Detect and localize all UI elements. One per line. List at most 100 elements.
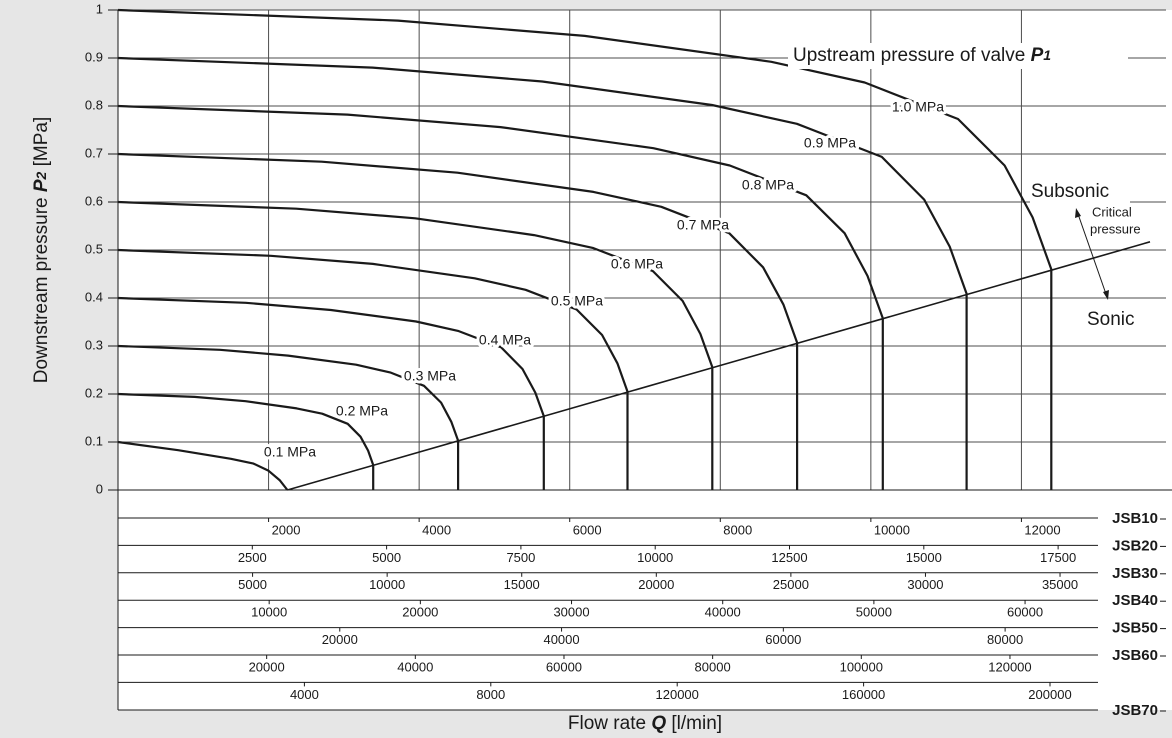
subsonic-label: Subsonic bbox=[1031, 181, 1109, 202]
y-tick-label: 0.5 bbox=[85, 241, 103, 256]
x-tick-label: 120000 bbox=[988, 659, 1031, 674]
x-tick-label: 10000 bbox=[369, 577, 405, 592]
x-tick-label: 40000 bbox=[705, 605, 741, 620]
curve-label: 0.2 MPa bbox=[336, 403, 388, 419]
x-axis-title: Flow rate Q [l/min] bbox=[568, 713, 722, 734]
x-axis-title-text: Flow rate bbox=[568, 713, 646, 734]
x-tick-label: 20000 bbox=[322, 632, 358, 647]
x-tick-label: 8000 bbox=[476, 687, 505, 702]
curve-label: 0.1 MPa bbox=[264, 444, 316, 460]
y-tick-label: 0 bbox=[96, 481, 103, 496]
upstream-subscript: 1 bbox=[1043, 47, 1051, 63]
labels: 0 0.1 0.2 0.3 0.4 0.5 0.6 0.7 0.8 0.9 1 JSB10 2000 40… bbox=[85, 1, 1158, 719]
y-axis-title: Downstream pressure P2 [MPa] bbox=[31, 117, 52, 384]
pressure-curve bbox=[117, 104, 884, 490]
x-tick-label: 6000 bbox=[573, 522, 602, 537]
x-tick-label: 15000 bbox=[906, 550, 942, 565]
x-tick-label: 10000 bbox=[637, 550, 673, 565]
x-tick-label: 4000 bbox=[422, 522, 451, 537]
x-tick-label: 5000 bbox=[372, 550, 401, 565]
critical-label-line2: pressure bbox=[1090, 221, 1141, 236]
x-tick-label: 15000 bbox=[504, 577, 540, 592]
sonic-label: Sonic bbox=[1087, 309, 1135, 330]
x-tick-label: 40000 bbox=[543, 632, 579, 647]
scale-name: JSB30 bbox=[1112, 565, 1158, 582]
pressure-curve bbox=[117, 344, 460, 490]
x-tick-label: 2000 bbox=[272, 522, 301, 537]
y-tick-label: 0.2 bbox=[85, 385, 103, 400]
pressure-curve bbox=[117, 248, 629, 490]
pressure-curve bbox=[117, 440, 289, 491]
upstream-label: Upstream pressure of valve P1 bbox=[793, 45, 1051, 66]
critical-label-line1: Critical bbox=[1092, 204, 1132, 219]
x-tick-label: 8000 bbox=[723, 522, 752, 537]
x-tick-label: 40000 bbox=[397, 659, 433, 674]
x-tick-label: 17500 bbox=[1040, 550, 1076, 565]
x-tick-label: 60000 bbox=[546, 659, 582, 674]
scale-name: JSB10 bbox=[1112, 510, 1158, 527]
x-tick-label: 80000 bbox=[987, 632, 1023, 647]
y-axis-symbol: P bbox=[31, 179, 52, 192]
sonic-bg bbox=[1084, 307, 1164, 333]
y-tick-label: 0.6 bbox=[85, 193, 103, 208]
curve-label: 0.5 MPa bbox=[551, 293, 603, 309]
pressure-curve bbox=[117, 152, 799, 490]
x-tick-label: 60000 bbox=[1007, 605, 1043, 620]
y-tick-label: 0.7 bbox=[85, 145, 103, 160]
subsonic-bg bbox=[1030, 180, 1130, 204]
y-tick-label: 0.9 bbox=[85, 49, 103, 64]
arrow-head-down bbox=[1103, 290, 1109, 300]
curve-label: 0.8 MPa bbox=[742, 177, 794, 193]
x-tick-label: 20000 bbox=[402, 605, 438, 620]
curve-label: 0.4 MPa bbox=[479, 332, 531, 348]
arrow-shaft bbox=[1077, 213, 1107, 295]
x-tick-label: 60000 bbox=[765, 632, 801, 647]
pressure-curve bbox=[117, 392, 375, 490]
y-axis-unit: [MPa] bbox=[31, 117, 52, 167]
x-tick-label: 25000 bbox=[773, 577, 809, 592]
x-axis-unit: [l/min] bbox=[671, 713, 722, 734]
pressure-curve bbox=[117, 8, 1053, 490]
pressure-curve bbox=[117, 200, 714, 490]
x-tick-label: 160000 bbox=[842, 687, 885, 702]
curve-label: 0.3 MPa bbox=[404, 368, 456, 384]
x-tick-label: 30000 bbox=[553, 605, 589, 620]
scale-name: JSB20 bbox=[1112, 537, 1158, 554]
x-tick-label: 5000 bbox=[238, 577, 267, 592]
x-tick-label: 200000 bbox=[1028, 687, 1071, 702]
y-tick-label: 0.4 bbox=[85, 289, 103, 304]
scale-name: JSB70 bbox=[1112, 702, 1158, 719]
y-tick-label: 0.3 bbox=[85, 337, 103, 352]
x-tick-label: 35000 bbox=[1042, 577, 1078, 592]
y-tick-label: 0.8 bbox=[85, 97, 103, 112]
x-tick-label: 12000 bbox=[1024, 522, 1060, 537]
x-tick-label: 100000 bbox=[840, 659, 883, 674]
y-axis-title-text: Downstream pressure bbox=[31, 197, 52, 383]
upstream-symbol: P bbox=[1031, 45, 1044, 66]
scale-name: JSB60 bbox=[1112, 647, 1158, 664]
arrow-head-up bbox=[1075, 208, 1081, 218]
x-tick-label: 50000 bbox=[856, 605, 892, 620]
x-axis-symbol: Q bbox=[651, 713, 666, 734]
y-tick-label: 0.1 bbox=[85, 433, 103, 448]
x-tick-label: 80000 bbox=[695, 659, 731, 674]
upstream-label-bg bbox=[788, 43, 1128, 69]
y-axis-subscript: 2 bbox=[33, 171, 49, 180]
curve-label: 0.6 MPa bbox=[611, 256, 663, 272]
curve-label: 0.7 MPa bbox=[677, 217, 729, 233]
scale-name: JSB50 bbox=[1112, 620, 1158, 637]
y-tick-label: 1 bbox=[96, 1, 103, 16]
marks bbox=[117, 8, 1151, 491]
scale-name: JSB40 bbox=[1112, 592, 1158, 609]
plot-background bbox=[118, 10, 1172, 710]
x-tick-label: 7500 bbox=[506, 550, 535, 565]
critical-line bbox=[287, 241, 1151, 491]
x-tick-label: 10000 bbox=[251, 605, 287, 620]
x-tick-label: 20000 bbox=[638, 577, 674, 592]
pressure-curve bbox=[117, 56, 968, 490]
x-tick-label: 10000 bbox=[874, 522, 910, 537]
pressure-curve bbox=[117, 296, 545, 490]
curve-label: 1.0 MPa bbox=[892, 99, 944, 115]
